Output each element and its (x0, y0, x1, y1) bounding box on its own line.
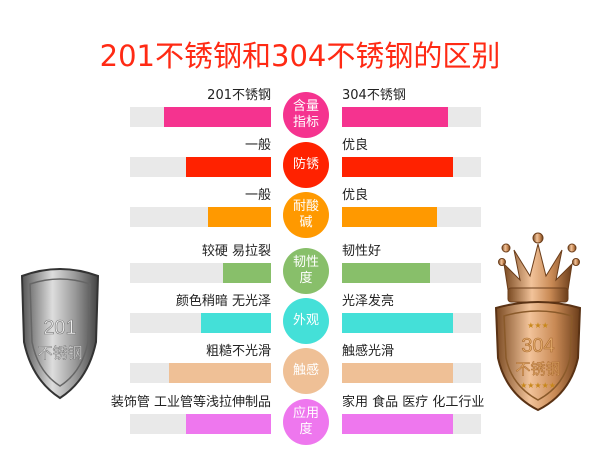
right-bar (342, 363, 454, 383)
right-label: 优良 (342, 138, 369, 153)
right-bar-track (342, 207, 481, 227)
right-label: 优良 (342, 188, 369, 203)
comparison-row: 一般 优良 防锈 (0, 138, 600, 188)
category-label: 韧性度 (292, 255, 319, 286)
category-badge: 耐酸碱 (283, 192, 329, 238)
category-label: 触感 (292, 363, 319, 378)
right-label: 光泽发亮 (342, 294, 395, 309)
category-badge: 韧性度 (283, 248, 329, 294)
shield-number: 304 (521, 335, 554, 357)
left-bar-track (130, 207, 271, 227)
gold-crown-shield-icon: ★★★ 304 不锈钢 ★★★★★ (494, 232, 582, 412)
left-bar (200, 313, 271, 333)
left-label: 一般 (244, 188, 271, 203)
left-bar (169, 363, 271, 383)
comparison-row: 较硬 易拉裂 韧性好 韧性度 (0, 244, 600, 294)
right-bar-track (342, 313, 481, 333)
right-bar-track (342, 363, 481, 383)
left-bar-track (130, 313, 271, 333)
category-label: 应用度 (292, 406, 319, 437)
shield-text: 不锈钢 (515, 360, 560, 378)
right-label: 触感光滑 (342, 344, 395, 359)
comparison-row: 一般 优良 耐酸碱 (0, 188, 600, 238)
category-badge: 含量指标 (283, 92, 329, 138)
left-bar (186, 414, 271, 434)
left-bar-track (130, 107, 271, 127)
svg-text:★★★★★: ★★★★★ (520, 381, 556, 390)
left-bar-track (130, 363, 271, 383)
right-bar-track (342, 414, 481, 434)
category-label: 含量指标 (292, 99, 319, 130)
left-bar-track (130, 157, 271, 177)
left-bar (223, 263, 271, 283)
right-bar (342, 263, 430, 283)
page-title: 201不锈钢和304不锈钢的区别 (99, 39, 501, 73)
left-label: 粗糙不光滑 (205, 344, 271, 359)
right-bar (342, 313, 454, 333)
silver-shield-icon: 201 不锈钢 (20, 268, 100, 400)
left-label: 201不锈钢 (207, 88, 271, 103)
left-bar-track (130, 414, 271, 434)
right-label: 家用 食品 医疗 化工行业 (342, 395, 485, 410)
left-bar (186, 157, 271, 177)
left-label: 一般 (244, 138, 271, 153)
left-bar-track (130, 263, 271, 283)
left-label: 颜色稍暗 无光泽 (175, 294, 271, 309)
svg-text:★★★: ★★★ (527, 321, 549, 330)
left-bar (163, 107, 271, 127)
category-badge: 应用度 (283, 399, 329, 445)
category-badge: 外观 (283, 298, 329, 344)
category-label: 耐酸碱 (292, 199, 319, 230)
left-label: 装饰管 工业管等浅拉伸制品 (110, 395, 271, 410)
category-label: 外观 (292, 313, 319, 328)
right-bar-track (342, 263, 481, 283)
shield-text: 不锈钢 (37, 344, 82, 362)
comparison-row: 粗糙不光滑 触感光滑 触感 (0, 344, 600, 394)
category-badge: 触感 (283, 348, 329, 394)
right-bar (342, 414, 454, 434)
right-bar-track (342, 157, 481, 177)
left-label: 较硬 易拉裂 (201, 244, 271, 259)
right-bar (342, 157, 454, 177)
comparison-row: 装饰管 工业管等浅拉伸制品 家用 食品 医疗 化工行业 应用度 (0, 395, 600, 445)
right-label: 韧性好 (342, 244, 382, 259)
left-bar (207, 207, 271, 227)
category-label: 防锈 (292, 157, 319, 172)
right-bar (342, 207, 437, 227)
shield-number: 201 (43, 317, 76, 339)
category-badge: 防锈 (283, 142, 329, 188)
right-bar (342, 107, 448, 127)
right-label: 304不锈钢 (342, 88, 406, 103)
comparison-row: 颜色稍暗 无光泽 光泽发亮 外观 (0, 294, 600, 344)
comparison-row: 201不锈钢 304不锈钢 含量指标 (0, 88, 600, 138)
right-bar-track (342, 107, 481, 127)
